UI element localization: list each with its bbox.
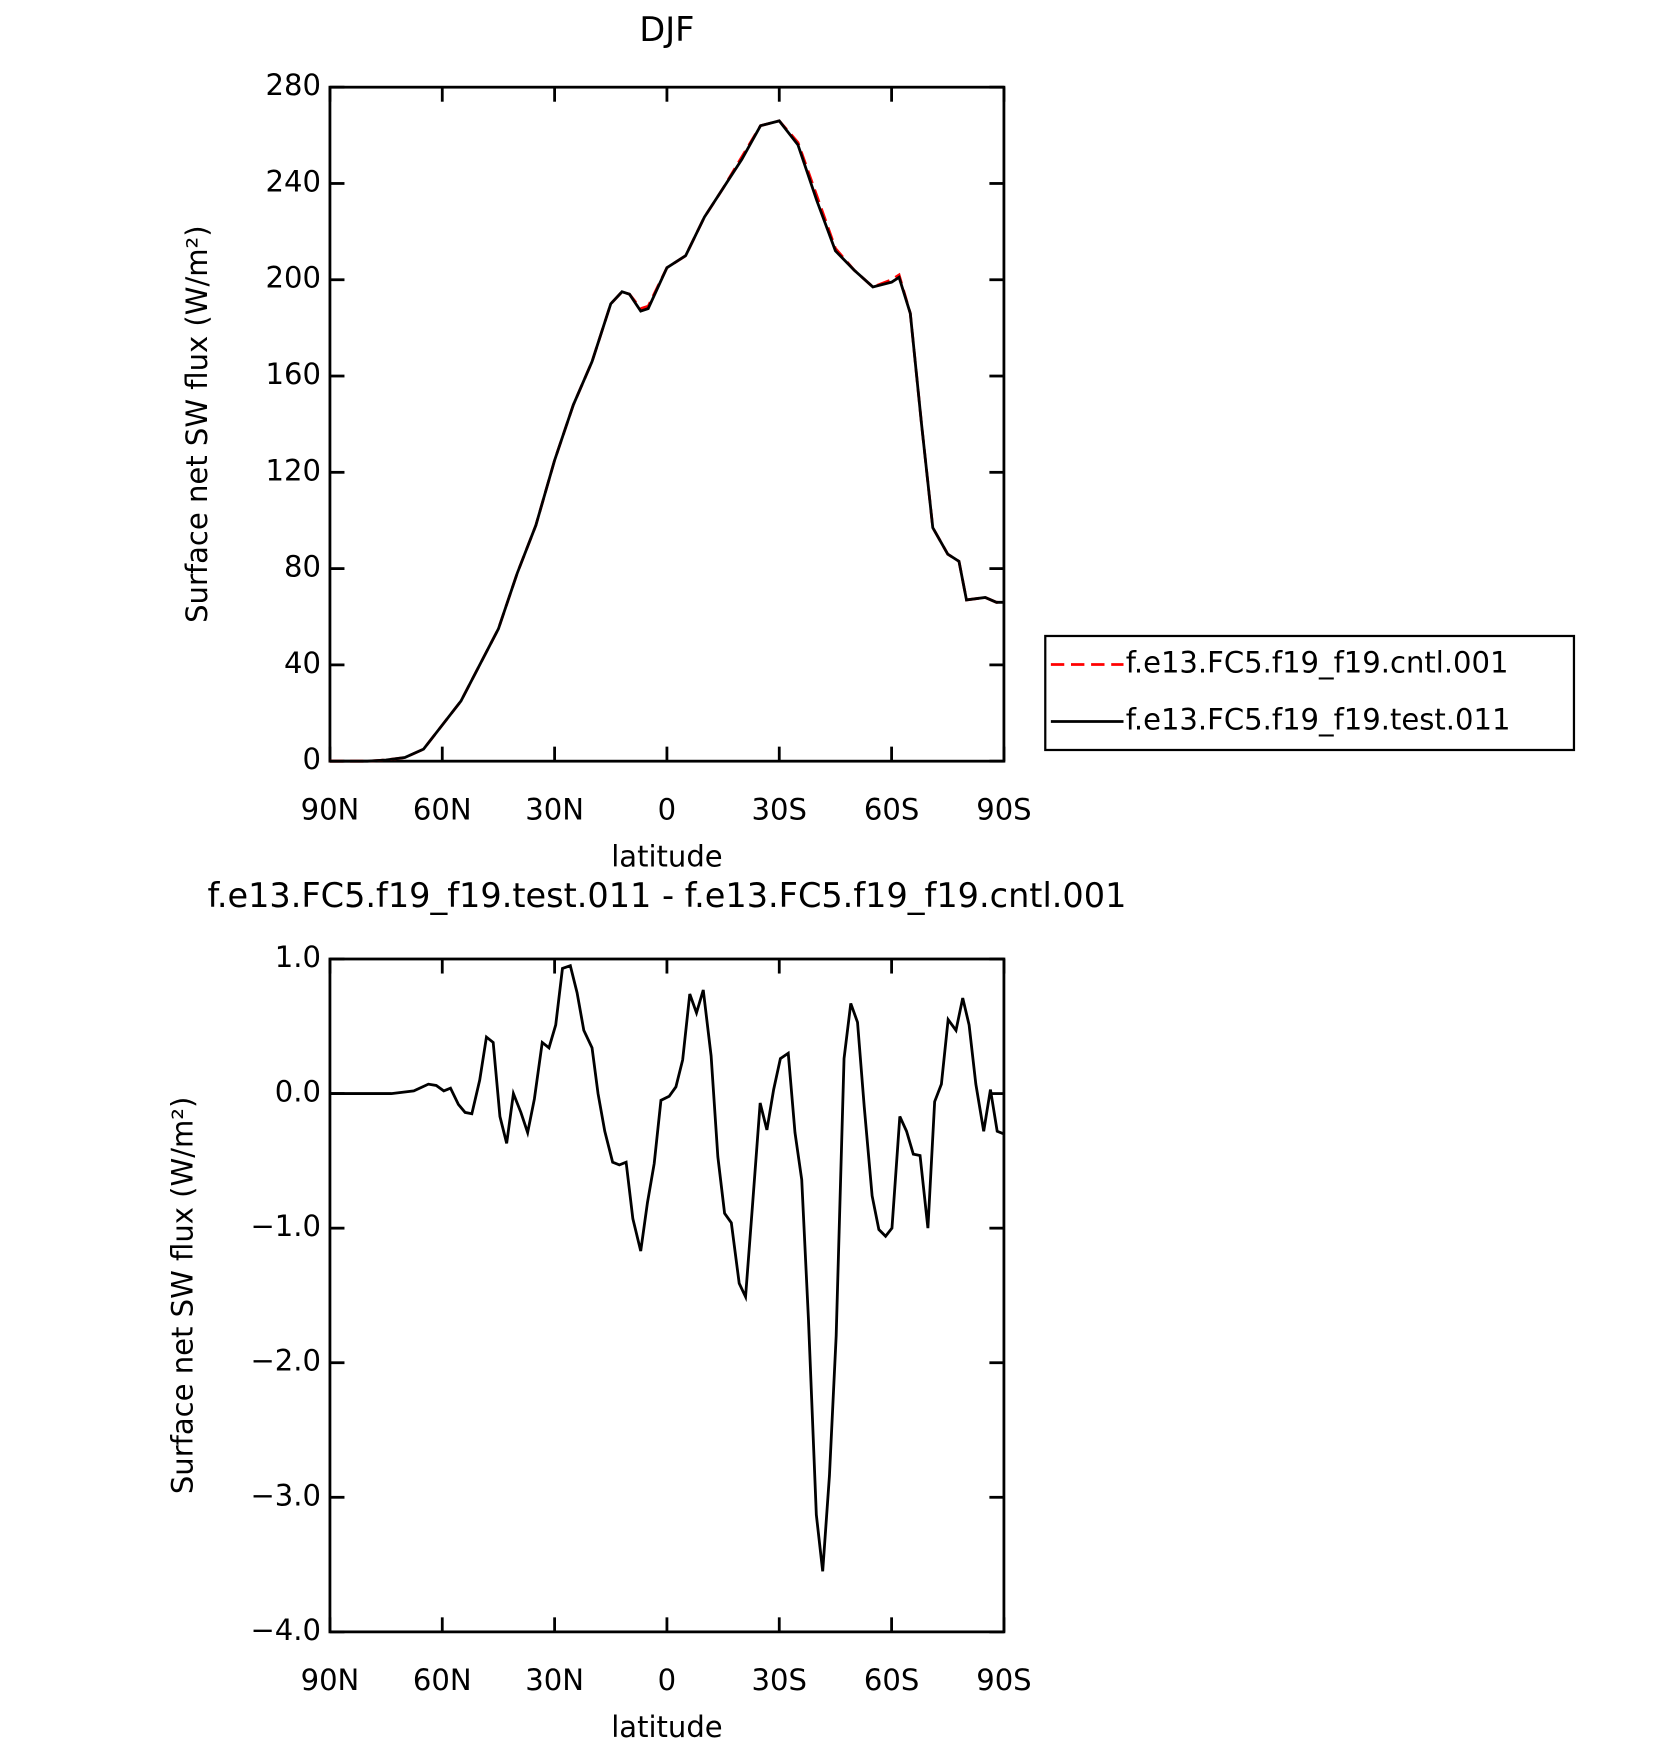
y-tick-label: 40 <box>284 646 321 680</box>
x-tick-label: 30N <box>525 1663 584 1697</box>
y-tick-label: 0 <box>303 742 321 776</box>
y-tick-label: 280 <box>266 68 321 102</box>
y-tick-label: 240 <box>266 164 321 198</box>
x-tick-label: 30N <box>525 792 584 826</box>
y-tick-label: −3.0 <box>250 1478 321 1512</box>
x-tick-label: 0 <box>658 792 676 826</box>
x-axis-label: latitude <box>611 839 722 873</box>
y-tick-label: 80 <box>284 550 321 584</box>
x-tick-label: 60N <box>413 792 472 826</box>
data-line <box>329 119 1004 763</box>
legend-box <box>1044 634 1576 752</box>
x-tick-label: 90S <box>976 792 1031 826</box>
data-line <box>329 119 1004 763</box>
legend-label: f.e13.FC5.f19_f19.test.011 <box>1126 702 1511 736</box>
y-tick-label: 120 <box>266 453 321 487</box>
y-tick-label: −4.0 <box>250 1613 321 1647</box>
x-tick-label: 0 <box>658 1663 676 1697</box>
y-axis-label: Surface net SW flux (W/m²) <box>180 225 214 622</box>
x-tick-label: 90N <box>301 792 360 826</box>
x-tick-label: 30S <box>752 792 807 826</box>
y-tick-label: 160 <box>266 357 321 391</box>
y-tick-label: 1.0 <box>275 940 321 974</box>
legend-label: f.e13.FC5.f19_f19.cntl.001 <box>1126 645 1509 679</box>
x-tick-label: 30S <box>752 1663 807 1697</box>
y-tick-label: 0.0 <box>275 1075 321 1109</box>
y-tick-label: −2.0 <box>250 1344 321 1378</box>
x-axis-label: latitude <box>611 1710 722 1744</box>
plot-frame <box>328 85 1006 763</box>
x-tick-label: 60N <box>413 1663 472 1697</box>
x-tick-label: 90S <box>976 1663 1031 1697</box>
y-tick-label: −1.0 <box>250 1209 321 1243</box>
y-tick-label: 200 <box>266 261 321 295</box>
x-tick-label: 60S <box>864 1663 919 1697</box>
chart-title: DJF <box>639 10 694 49</box>
data-line <box>329 963 1005 1572</box>
chart-title: f.e13.FC5.f19_f19.test.011 - f.e13.FC5.f… <box>207 876 1126 915</box>
y-axis-label: Surface net SW flux (W/m²) <box>166 1097 200 1494</box>
plot-frame <box>328 957 1006 1634</box>
x-tick-label: 60S <box>864 792 919 826</box>
x-tick-label: 90N <box>301 1663 360 1697</box>
